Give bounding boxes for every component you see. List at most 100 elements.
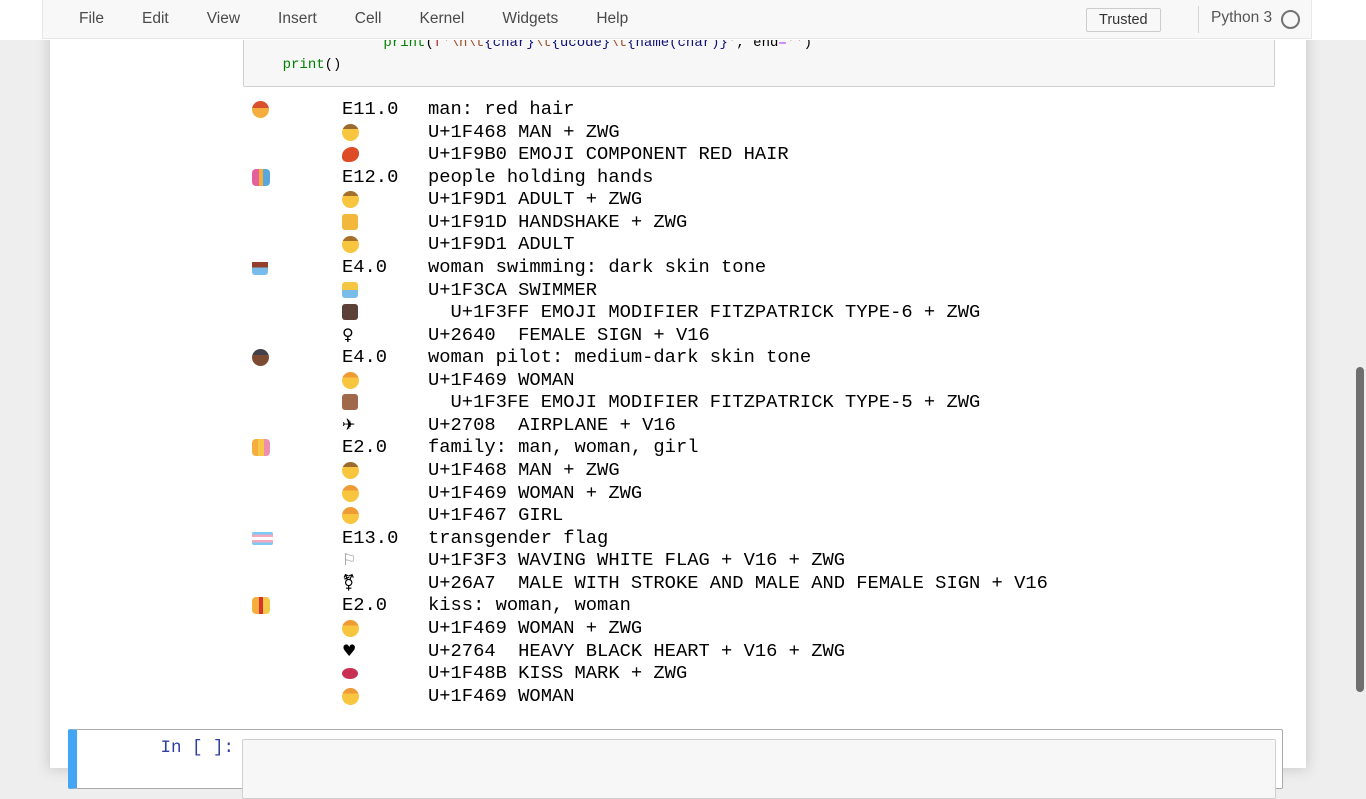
emoji-chip xyxy=(252,531,273,545)
output-line: E4.0 woman swimming: dark skin tone xyxy=(243,256,1303,279)
output-line: E4.0 woman pilot: medium-dark skin tone xyxy=(243,346,1303,369)
output-line: U+1F467 GIRL xyxy=(243,504,1303,527)
emoji-version: E2.0 xyxy=(342,594,388,617)
output-line: ♀ U+2640 FEMALE SIGN + V16 xyxy=(243,324,1303,347)
emoji-symbol: ⚧ xyxy=(342,572,356,592)
output-line: E2.0 family: man, woman, girl xyxy=(243,436,1303,459)
output-text: woman swimming: dark skin tone xyxy=(428,255,767,278)
output-text: man: red hair xyxy=(428,98,575,120)
menu-cell[interactable]: Cell xyxy=(354,10,382,27)
emoji-chip xyxy=(342,394,358,411)
emoji-chip xyxy=(252,101,269,118)
output-text: U+26A7 MALE WITH STROKE AND MALE AND FEM… xyxy=(428,571,1048,594)
code-token: ' xyxy=(727,35,737,51)
notebook-container: print(f'\n\t{char}\t{ucode}\t{name(char)… xyxy=(50,0,1306,799)
output-text: U+1F3CA SWIMMER xyxy=(428,278,598,301)
menu-file[interactable]: File xyxy=(79,10,104,27)
emoji-version: E4.0 xyxy=(342,255,388,278)
menu-insert[interactable]: Insert xyxy=(278,10,317,27)
emoji-chip xyxy=(252,349,269,367)
vertical-scrollbar-thumb[interactable] xyxy=(1356,367,1364,692)
emoji-symbol: ✈ xyxy=(342,414,356,434)
output-text: U+1F3F3 WAVING WHITE FLAG + V16 + ZWG xyxy=(428,549,846,572)
output-text: transgender flag xyxy=(428,526,609,549)
output-line: U+1F468 MAN + ZWG xyxy=(243,459,1303,482)
menubar: File Edit View Insert Cell Kernel Widgets Help … xyxy=(42,0,1312,39)
code-cell-output: E11.0 man: red hair U+1F468 MAN + ZWG U+1F9… xyxy=(243,98,1303,707)
output-text: kiss: woman, woman xyxy=(428,594,631,617)
output-text: U+1F467 GIRL xyxy=(428,504,564,527)
code-token: ( xyxy=(425,35,434,51)
output-line: U+1F3CA SWIMMER xyxy=(243,279,1303,302)
code-token xyxy=(249,57,283,73)
emoji-chip xyxy=(342,668,358,680)
kernel-idle-icon xyxy=(1281,10,1300,29)
emoji-chip xyxy=(342,371,359,389)
menu-view[interactable]: View xyxy=(206,10,241,27)
output-line: E13.0 transgender flag xyxy=(243,527,1303,550)
output-line: U+1F9D1 ADULT xyxy=(243,233,1303,256)
output-text: U+1F469 WOMAN xyxy=(428,368,575,391)
output-line: ⚧ U+26A7 MALE WITH STROKE AND MALE AND FE… xyxy=(243,572,1303,595)
output-line: ♥ U+2764 HEAVY BLACK HEART + V16 + ZWG xyxy=(243,640,1303,663)
output-line: U+1F91D HANDSHAKE + ZWG xyxy=(243,211,1303,234)
kernel-name: Python 3 xyxy=(1211,9,1273,26)
emoji-chip xyxy=(342,213,358,230)
code-token: () xyxy=(324,57,342,73)
trusted-badge[interactable]: Trusted xyxy=(1086,8,1161,32)
output-text: U+1F468 MAN + ZWG xyxy=(428,459,620,481)
emoji-chip xyxy=(342,687,359,705)
output-line: U+1F3FF EMOJI MODIFIER FITZPATRICK TYPE-… xyxy=(243,301,1303,324)
emoji-chip xyxy=(342,484,359,502)
empty-code-input[interactable] xyxy=(242,739,1276,799)
output-line: U+1F469 WOMAN + ZWG xyxy=(243,617,1303,640)
code-line[interactable]: print() xyxy=(249,54,1274,76)
output-text: U+2764 HEAVY BLACK HEART + V16 + ZWG xyxy=(428,639,846,662)
output-line: U+1F469 WOMAN xyxy=(243,685,1303,708)
output-line: U+1F469 WOMAN xyxy=(243,369,1303,392)
emoji-version: E11.0 xyxy=(342,98,399,120)
emoji-symbol: ♥ xyxy=(342,640,357,660)
emoji-chip xyxy=(342,236,359,254)
output-line: ✈ U+2708 AIRPLANE + V16 xyxy=(243,414,1303,437)
output-line: E11.0 man: red hair xyxy=(243,98,1303,121)
output-text: U+1F9D1 ADULT xyxy=(428,233,575,256)
emoji-chip xyxy=(252,597,270,615)
output-text: U+1F3FE EMOJI MODIFIER FITZPATRICK TYPE-… xyxy=(428,391,981,414)
menu-widgets[interactable]: Widgets xyxy=(502,10,559,27)
code-token: = xyxy=(778,35,787,51)
output-text: U+1F9D1 ADULT + ZWG xyxy=(428,188,643,211)
emoji-chip xyxy=(252,258,268,275)
output-line: U+1F48B KISS MARK + ZWG xyxy=(243,662,1303,685)
menu-edit[interactable]: Edit xyxy=(141,10,169,27)
output-line: U+1F3FE EMOJI MODIFIER FITZPATRICK TYPE-… xyxy=(243,391,1303,414)
output-line: U+1F9B0 EMOJI COMPONENT RED HAIR xyxy=(243,143,1303,166)
output-line: E2.0 kiss: woman, woman xyxy=(243,594,1303,617)
emoji-chip xyxy=(342,304,358,321)
menu-kernel[interactable]: Kernel xyxy=(419,10,465,27)
output-text: U+1F469 WOMAN + ZWG xyxy=(428,481,643,504)
input-prompt: In [ ]: xyxy=(160,738,234,758)
selected-empty-cell[interactable]: In [ ]: xyxy=(68,729,1283,799)
output-text: U+1F469 WOMAN xyxy=(428,684,575,707)
emoji-symbol: ♀ xyxy=(342,324,354,344)
output-text: U+1F91D HANDSHAKE + ZWG xyxy=(428,210,688,233)
code-token: , xyxy=(736,35,754,51)
emoji-chip xyxy=(252,168,270,186)
output-line: U+1F468 MAN + ZWG xyxy=(243,121,1303,144)
emoji-chip xyxy=(342,147,359,163)
emoji-chip xyxy=(342,281,358,298)
output-text: people holding hands xyxy=(428,165,654,188)
output-text: U+2640 FEMALE SIGN + V16 xyxy=(428,323,710,346)
output-text: U+1F9B0 EMOJI COMPONENT RED HAIR xyxy=(428,143,789,166)
output-line: U+1F9D1 ADULT + ZWG xyxy=(243,188,1303,211)
output-line: ⚐ U+1F3F3 WAVING WHITE FLAG + V16 + ZWG xyxy=(243,549,1303,572)
output-text: U+1F3FF EMOJI MODIFIER FITZPATRICK TYPE-… xyxy=(428,301,981,324)
emoji-version: E12.0 xyxy=(342,165,399,188)
menu-help[interactable]: Help xyxy=(596,10,629,27)
kernel-separator xyxy=(1198,6,1199,33)
output-text: U+1F468 MAN + ZWG xyxy=(428,120,620,143)
emoji-version: E13.0 xyxy=(342,526,399,549)
emoji-chip xyxy=(342,123,359,141)
menu-items: File Edit View Insert Cell Kernel Widgets Help xyxy=(60,0,647,38)
